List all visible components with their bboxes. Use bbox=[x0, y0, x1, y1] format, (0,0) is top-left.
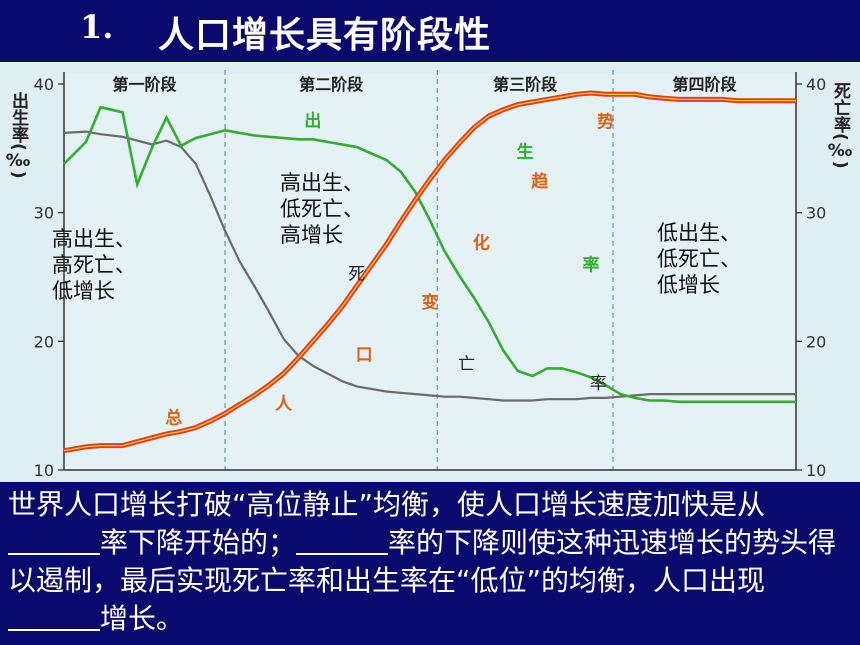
stage-label-4: 第四阶段 bbox=[672, 75, 737, 94]
birth-rate-line bbox=[63, 105, 796, 404]
question-text: 世界人口增长打破“高位静止”均衡，使人口增长速度加快是从率下降开始的； 率的下降则… bbox=[0, 482, 860, 645]
stage-2-annotation-line-2: 低死亡、 bbox=[280, 197, 364, 221]
page-title: 人口增长具有阶段性 bbox=[158, 15, 492, 56]
question-part-1: 世界人口增长打破“高位静止”均衡，使人口增长速度加快是从 bbox=[8, 488, 766, 521]
left-axis-title: 出生率(‰) bbox=[5, 91, 30, 179]
right-tick-label-40: 40 bbox=[806, 75, 826, 94]
stage-1-annotation-line-2: 高死亡、 bbox=[52, 253, 136, 277]
plot-background bbox=[64, 74, 796, 470]
total-label-char-3: 口 bbox=[356, 346, 373, 366]
chart-area: 10 10 20 20 30 30 40 40 第一阶段 第二阶段 第三阶段 第四阶段 出生率(‰) 死亡… bbox=[0, 62, 860, 482]
stage-4-annotation-line-3: 低增长 bbox=[657, 273, 720, 297]
left-tick-label-10: 10 bbox=[34, 461, 54, 480]
stage-4-annotation-line-1: 低出生、 bbox=[657, 221, 741, 245]
question-part-2: 率下降开始的； bbox=[100, 526, 297, 559]
right-tick-label-30: 30 bbox=[806, 204, 826, 223]
stage-2-annotation-line-3: 高增长 bbox=[280, 223, 343, 247]
stage-4-annotation-line-2: 低死亡、 bbox=[657, 247, 741, 271]
total-label-char-5: 化 bbox=[473, 233, 490, 254]
total-label-char-1: 总 bbox=[165, 408, 182, 429]
birth-label-char-1: 出 bbox=[304, 110, 321, 131]
total-label-char-2: 人 bbox=[275, 395, 293, 415]
right-axis-title: 死亡率(‰) bbox=[827, 82, 852, 169]
stage-label-2: 第二阶段 bbox=[299, 75, 364, 94]
birth-label-char-2: 生 bbox=[517, 141, 534, 162]
death-label-char-1: 死 bbox=[348, 265, 365, 285]
birth-label-char-3: 率 bbox=[583, 255, 600, 276]
death-rate-line bbox=[63, 130, 796, 402]
stage-label-1: 第一阶段 bbox=[113, 75, 178, 94]
title-number: 1. bbox=[80, 8, 114, 46]
total-label-char-7: 势 bbox=[597, 112, 614, 133]
right-tick-label-10: 10 bbox=[806, 461, 826, 480]
stage-2-annotation-line-1: 高出生、 bbox=[280, 171, 364, 195]
death-label-char-2: 亡 bbox=[458, 355, 475, 375]
left-tick-label-20: 20 bbox=[34, 332, 54, 351]
stage-label-3: 第三阶段 bbox=[493, 75, 558, 94]
left-tick-label-30: 30 bbox=[34, 204, 54, 223]
total-population-line-core bbox=[63, 92, 796, 452]
total-label-char-4: 变 bbox=[422, 292, 439, 313]
blank-3[interactable] bbox=[8, 603, 100, 631]
death-label-char-3: 率 bbox=[590, 374, 607, 394]
left-tick-label-40: 40 bbox=[34, 75, 54, 94]
stage-1-annotation-line-3: 低增长 bbox=[52, 279, 115, 303]
question-part-4: 增长。 bbox=[100, 602, 185, 635]
question-part-3: 率的下降则使这种迅速增长的势头得以遏制，最后实现死亡率和出生率在“低位”的均衡，… bbox=[8, 526, 837, 597]
title-bar: 1. 人口增长具有阶段性 bbox=[0, 0, 860, 62]
total-label-char-6: 趋 bbox=[531, 171, 549, 192]
blank-2[interactable] bbox=[296, 527, 389, 555]
blank-1[interactable] bbox=[8, 527, 100, 555]
right-tick-label-20: 20 bbox=[806, 332, 826, 351]
stage-1-annotation-line-1: 高出生、 bbox=[52, 227, 136, 251]
